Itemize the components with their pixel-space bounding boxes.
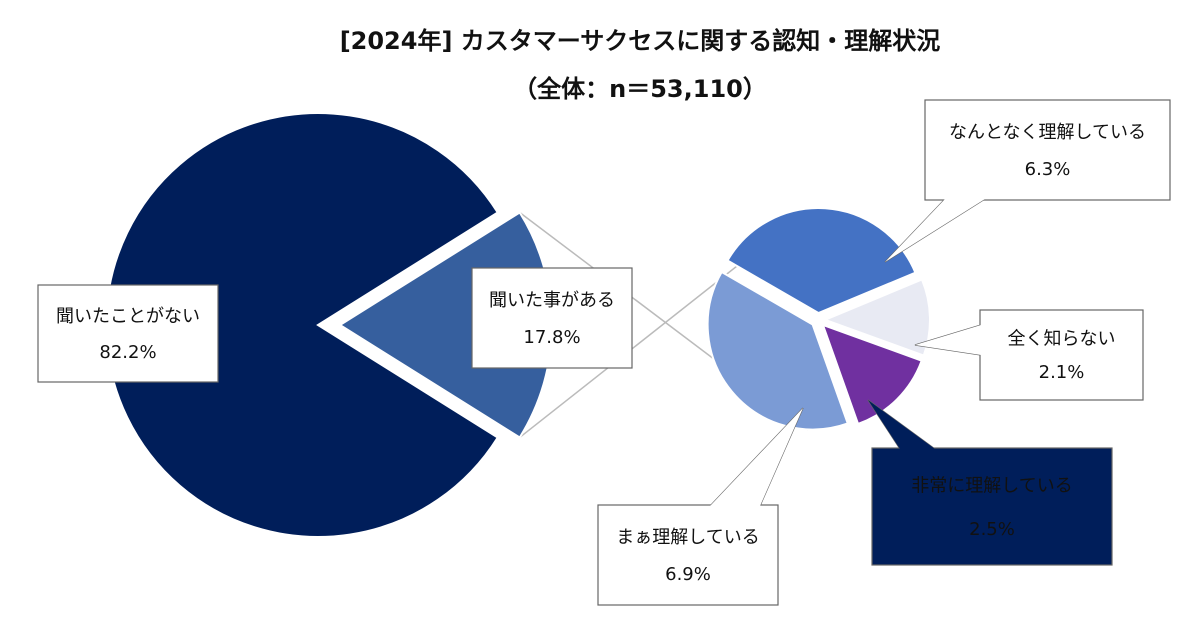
category-label: 聞いたことがない (56, 306, 200, 327)
value-label: 2.1% (1039, 362, 1085, 383)
label-box (924, 99, 1171, 201)
callout-pointer-fill (915, 325, 981, 355)
label-box (37, 284, 219, 383)
value-label: 82.2% (99, 342, 156, 363)
pie-slice (822, 278, 931, 357)
value-label: 6.9% (665, 564, 711, 585)
callout-pointer-fill (885, 199, 985, 262)
category-label: なんとなく理解している (949, 122, 1146, 143)
label-box (871, 447, 1113, 566)
chart-subtitle: （全体：n＝53,110） (513, 75, 767, 103)
category-label: 聞いた事がある (489, 290, 615, 311)
callout-pointer-fill (868, 400, 935, 449)
pie-slice (821, 323, 923, 426)
label-box (471, 267, 633, 369)
chart-title: [2024年] カスタマーサクセスに関する認知・理解状況 (340, 27, 941, 55)
value-label: 17.8% (523, 327, 580, 348)
value-label: 6.3% (1025, 159, 1071, 180)
category-label: 全く知らない (1008, 329, 1116, 350)
value-label: 2.5% (969, 519, 1015, 540)
callout-pointer-fill (710, 408, 803, 506)
category-label: 非常に理解している (911, 476, 1072, 497)
label-box (597, 504, 779, 606)
category-label: まぁ理解している (616, 527, 759, 548)
pie-slice (706, 270, 850, 431)
label-box (979, 309, 1144, 401)
